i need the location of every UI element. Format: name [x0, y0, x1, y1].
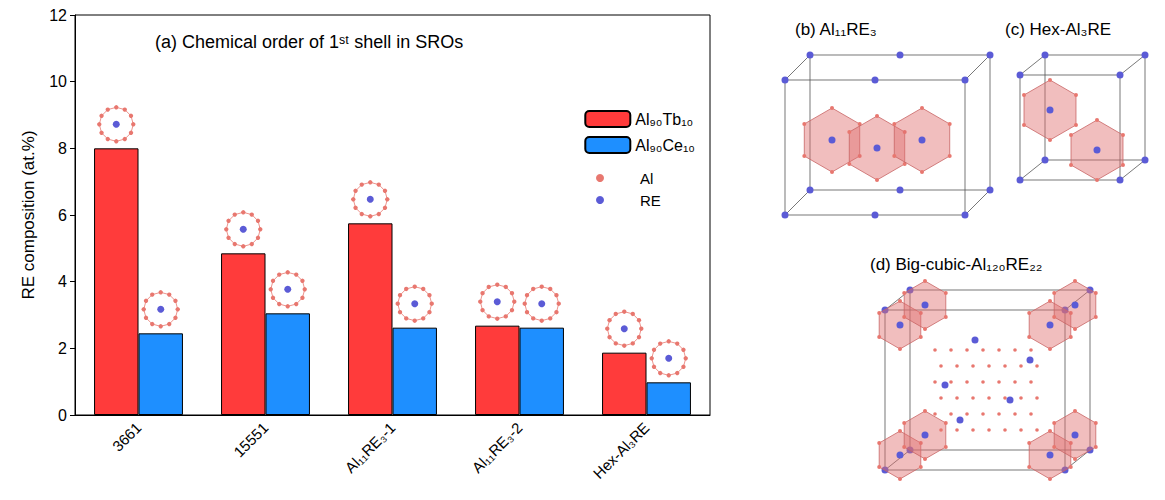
svg-text:4: 4	[58, 273, 67, 290]
svg-text:3661: 3661	[109, 419, 145, 455]
svg-text:12: 12	[49, 7, 67, 24]
svg-text:RE composition (at.%): RE composition (at.%)	[19, 130, 38, 299]
svg-text:Al: Al	[640, 170, 653, 187]
svg-text:10: 10	[49, 73, 67, 90]
svg-text:Al₁₁RE₃-2: Al₁₁RE₃-2	[468, 419, 525, 476]
svg-text:(d) Big-cubic-Al₁₂₀RE₂₂: (d) Big-cubic-Al₁₂₀RE₂₂	[870, 255, 1042, 274]
svg-text:(a) Chemical order of 1ˢᵗ shel: (a) Chemical order of 1ˢᵗ shell in SROs	[155, 32, 463, 52]
svg-text:Hex-Al₃RE: Hex-Al₃RE	[590, 419, 653, 482]
svg-text:0: 0	[58, 407, 67, 424]
svg-text:8: 8	[58, 140, 67, 157]
svg-text:RE: RE	[640, 192, 661, 209]
svg-text:(b) Al₁₁RE₃: (b) Al₁₁RE₃	[795, 20, 877, 39]
svg-text:Al₉₀Ce₁₀: Al₉₀Ce₁₀	[635, 137, 695, 154]
svg-text:6: 6	[58, 207, 67, 224]
svg-text:(c) Hex-Al₃RE: (c) Hex-Al₃RE	[1005, 20, 1111, 39]
svg-text:Al₉₀Tb₁₀: Al₉₀Tb₁₀	[635, 111, 693, 128]
svg-text:2: 2	[58, 340, 67, 357]
svg-text:15551: 15551	[230, 419, 271, 460]
svg-text:Al₁₁RE₃-1: Al₁₁RE₃-1	[341, 419, 398, 476]
